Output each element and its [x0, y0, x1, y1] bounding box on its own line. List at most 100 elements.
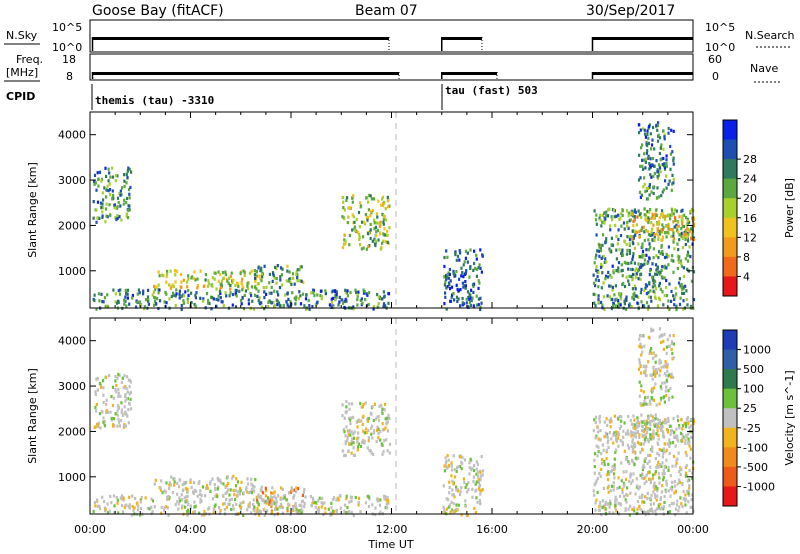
- data-cell: [128, 495, 131, 499]
- data-cell: [626, 209, 629, 213]
- data-cell: [640, 384, 643, 388]
- data-cell: [680, 231, 683, 235]
- data-cell: [225, 505, 228, 510]
- data-cell: [330, 301, 334, 305]
- data-cell: [657, 437, 660, 441]
- data-cell: [665, 394, 668, 398]
- data-cell: [670, 488, 674, 492]
- velocity-colorbar-frame: [722, 329, 738, 507]
- data-cell: [275, 281, 278, 285]
- data-cell: [643, 500, 646, 504]
- data-cell: [356, 445, 359, 449]
- data-cell: [687, 437, 690, 441]
- data-cell: [627, 261, 630, 266]
- data-cell: [372, 452, 375, 457]
- data-cell: [112, 424, 115, 428]
- data-cell: [181, 498, 184, 502]
- data-cell: [650, 347, 653, 351]
- data-cell: [381, 297, 384, 301]
- data-cell: [383, 402, 387, 406]
- data-cell: [622, 221, 626, 225]
- power-colorbar-swatch: [723, 120, 737, 141]
- data-cell: [640, 413, 643, 417]
- data-cell: [226, 488, 230, 492]
- data-cell: [358, 237, 361, 241]
- data-cell: [677, 258, 680, 262]
- data-cell: [692, 224, 696, 228]
- data-cell: [242, 286, 245, 290]
- data-cell: [655, 254, 658, 258]
- data-cell: [270, 505, 273, 509]
- data-cell: [605, 240, 608, 244]
- data-cell: [121, 510, 125, 514]
- data-cell: [443, 511, 446, 515]
- data-cell: [260, 279, 263, 283]
- data-cell: [669, 494, 672, 498]
- data-cell: [142, 289, 145, 293]
- data-cell: [181, 506, 184, 510]
- data-cell: [245, 486, 248, 490]
- data-cell: [234, 283, 237, 287]
- data-cell: [172, 293, 175, 297]
- data-cell: [281, 511, 284, 515]
- data-cell: [136, 292, 139, 296]
- data-cell: [687, 478, 691, 482]
- data-cell: [665, 351, 668, 355]
- data-cell: [648, 242, 651, 246]
- data-cell: [186, 489, 189, 493]
- data-cell: [289, 281, 292, 285]
- data-cell: [448, 503, 451, 507]
- data-cell: [668, 438, 671, 442]
- data-cell: [365, 247, 368, 251]
- data-cell: [684, 257, 687, 261]
- data-cell: [674, 489, 677, 493]
- data-cell: [470, 288, 473, 292]
- data-cell: [637, 456, 640, 460]
- data-cell: [628, 513, 631, 517]
- data-cell: [350, 442, 353, 446]
- power-ylabel: Slant Range [km]: [26, 162, 39, 258]
- data-cell: [634, 456, 637, 460]
- data-cell: [472, 468, 476, 473]
- data-cell: [617, 213, 620, 217]
- data-cell: [374, 225, 377, 229]
- data-cell: [611, 297, 614, 301]
- data-cell: [118, 215, 121, 219]
- data-cell: [230, 497, 233, 501]
- x-tick-label: 12:00: [376, 523, 408, 536]
- data-cell: [655, 507, 658, 511]
- data-cell: [253, 273, 257, 277]
- data-cell: [343, 503, 347, 507]
- data-cell: [281, 487, 284, 491]
- data-cell: [282, 497, 285, 501]
- data-cell: [279, 304, 282, 308]
- data-cell: [231, 281, 234, 285]
- data-cell: [157, 270, 160, 274]
- data-cell: [667, 417, 670, 421]
- data-cell: [624, 508, 627, 512]
- data-cell: [240, 281, 243, 286]
- data-cell: [126, 390, 129, 394]
- power-colorbar-swatch: [723, 276, 737, 297]
- data-cell: [109, 410, 112, 414]
- data-cell: [687, 228, 690, 232]
- data-cell: [652, 365, 655, 370]
- data-cell: [123, 374, 126, 378]
- data-cell: [470, 299, 473, 303]
- data-cell: [360, 405, 363, 409]
- data-cell: [292, 507, 295, 511]
- data-cell: [638, 265, 641, 269]
- data-cell: [654, 287, 658, 291]
- data-cell: [180, 493, 183, 497]
- data-cell: [263, 508, 266, 512]
- data-cell: [177, 485, 181, 489]
- data-cell: [607, 445, 610, 449]
- data-cell: [454, 253, 457, 257]
- data-cell: [676, 434, 679, 438]
- data-cell: [364, 401, 367, 405]
- power-colorbar-tick-label: 24: [743, 173, 757, 186]
- data-cell: [600, 467, 603, 471]
- data-cell: [649, 423, 652, 427]
- data-cell: [449, 287, 452, 291]
- data-cell: [204, 494, 207, 498]
